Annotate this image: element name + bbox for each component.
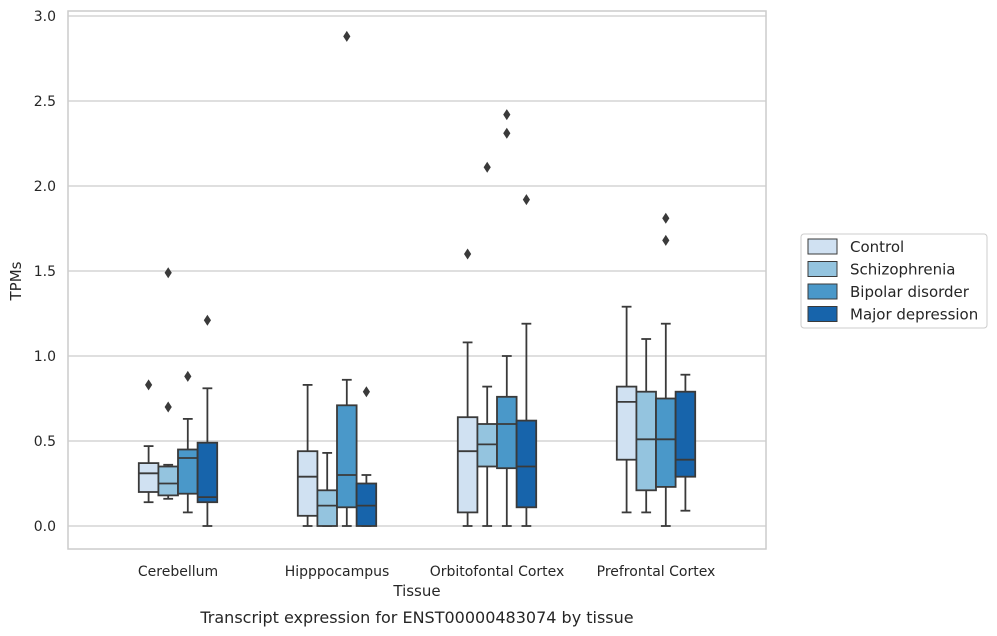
x-tick-label: Orbitofontal Cortex — [430, 564, 565, 580]
outlier-point — [343, 30, 351, 42]
outlier-point — [203, 314, 211, 326]
box-control — [615, 305, 638, 514]
legend-item: Schizophrenia — [807, 261, 955, 279]
legend-swatch — [807, 283, 838, 300]
legend-item: Bipolar disorder — [807, 283, 970, 301]
y-tick-label: 1.0 — [34, 349, 56, 365]
gridlines — [68, 15, 766, 527]
y-tick-label: 0.5 — [34, 434, 56, 450]
box-major-depression — [196, 314, 219, 527]
y-tick-label: 3.0 — [34, 9, 56, 25]
x-tick-label: Hipppocampus — [285, 564, 390, 580]
x-axis-label: Tissue — [392, 582, 440, 600]
box-iqr — [615, 385, 638, 461]
legend-swatch — [807, 261, 838, 277]
box-iqr — [515, 419, 538, 509]
box-major-depression — [674, 373, 697, 512]
box-iqr — [655, 397, 677, 488]
y-tick-labels: 0.0 0.5 1.0 1.5 2.0 2.5 3.0 — [34, 9, 56, 535]
box-schizophrenia — [157, 267, 179, 500]
outlier-point — [362, 386, 370, 398]
box-iqr — [196, 441, 219, 504]
box-iqr — [456, 416, 479, 514]
box-iqr — [336, 404, 358, 509]
outlier-point — [184, 370, 192, 382]
legend-label: Control — [850, 238, 904, 256]
x-tick-labels: Cerebellum Hipppocampus Orbitofontal Corte… — [138, 564, 715, 580]
y-tick-label: 0.0 — [34, 519, 56, 535]
box-iqr — [137, 462, 160, 493]
legend: Control Schizophrenia Bipolar disorder Majo… — [800, 233, 988, 329]
box-major-depression — [515, 194, 538, 527]
outlier-point — [503, 109, 511, 121]
box-iqr — [674, 390, 697, 478]
box-iqr — [157, 465, 179, 497]
box-bipolar-disorder — [655, 212, 677, 527]
chart-caption: Transcript expression for ENST0000048307… — [199, 608, 633, 627]
x-tick-label: Cerebellum — [138, 564, 218, 580]
outlier-point — [145, 379, 153, 391]
legend-label: Schizophrenia — [850, 261, 955, 279]
y-tick-label: 2.0 — [34, 179, 56, 195]
box-bipolar-disorder — [177, 370, 199, 514]
plot-boxes — [137, 30, 697, 527]
outlier-point — [483, 161, 491, 173]
plot-frame — [67, 10, 767, 550]
x-tick-label: Prefrontal Cortex — [597, 564, 716, 580]
box-control — [296, 383, 319, 527]
y-tick-label: 1.5 — [34, 264, 56, 280]
box-iqr — [177, 448, 199, 495]
y-tick-label: 2.5 — [34, 94, 56, 110]
outlier-point — [503, 127, 511, 139]
box-iqr — [316, 489, 338, 527]
box-bipolar-disorder — [496, 109, 518, 527]
y-axis-label: TPMs — [7, 261, 25, 301]
outlier-point — [164, 401, 172, 413]
legend-item: Control — [807, 238, 904, 256]
box-control — [456, 248, 479, 527]
legend-swatch — [807, 306, 838, 322]
box-control — [137, 379, 160, 504]
legend-item: Major depression — [807, 306, 978, 324]
box-major-depression — [355, 386, 378, 527]
box-iqr — [496, 395, 518, 470]
legend-swatch — [807, 238, 838, 255]
legend-label: Major depression — [850, 306, 978, 324]
box-iqr — [296, 450, 319, 517]
legend-frame — [800, 233, 988, 329]
outlier-point — [164, 267, 172, 279]
outlier-point — [464, 248, 472, 260]
box-iqr — [635, 390, 657, 492]
outlier-point — [522, 194, 530, 206]
legend-label: Bipolar disorder — [850, 283, 970, 301]
box-bipolar-disorder — [336, 30, 358, 527]
box-schizophrenia — [635, 338, 657, 514]
outlier-point — [662, 212, 670, 224]
outlier-point — [662, 234, 670, 246]
box-schizophrenia — [476, 161, 498, 527]
box-schizophrenia — [316, 451, 338, 527]
